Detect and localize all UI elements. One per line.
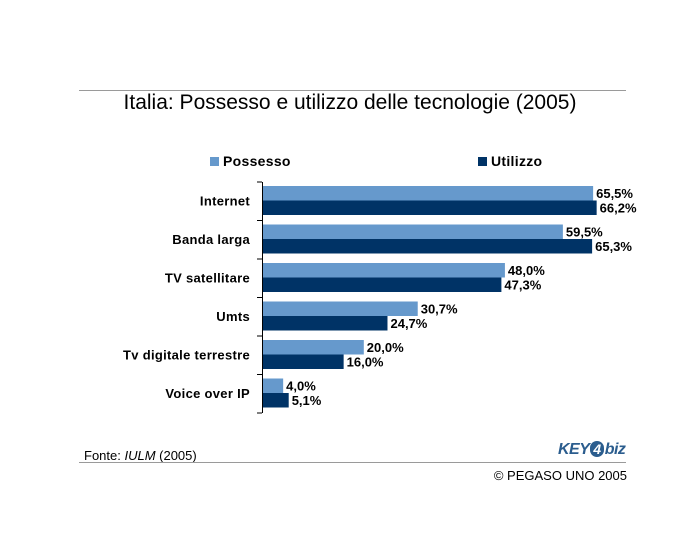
data-label: 4,0% (286, 379, 316, 394)
legend-label-possesso: Possesso (223, 153, 291, 169)
data-label: 20,0% (367, 340, 404, 355)
bar-possesso (263, 186, 594, 201)
legend-item-possesso: Possesso (210, 153, 291, 169)
legend-swatch-utilizzo (478, 156, 487, 166)
category-label: Voice over IP (165, 386, 250, 401)
key4biz-logo: KEY 4 biz (558, 441, 626, 458)
source-note: Fonte: IULM (2005) (84, 448, 197, 463)
copyright: © PEGASO UNO 2005 (493, 468, 627, 483)
bar-possesso (263, 340, 364, 355)
category-label: Umts (216, 309, 250, 324)
bar-utilizzo (263, 393, 289, 408)
data-label: 65,3% (595, 239, 632, 254)
bar-possesso (263, 224, 563, 239)
data-label: 59,5% (566, 225, 603, 240)
data-label: 30,7% (421, 302, 458, 317)
category-label: Internet (200, 194, 250, 209)
data-label: 5,1% (292, 393, 322, 408)
source-year: (2005) (155, 448, 197, 463)
bar-possesso (263, 263, 505, 278)
bar-utilizzo (263, 316, 388, 331)
bar-possesso (263, 378, 284, 393)
bar-utilizzo (263, 239, 593, 254)
bottom-rule (79, 462, 626, 463)
source-prefix: Fonte: (84, 448, 125, 463)
data-label: 65,5% (596, 186, 633, 201)
data-label: 48,0% (508, 263, 545, 278)
category-label: Banda larga (172, 232, 250, 247)
chart-title: Italia: Possesso e utilizzo delle tecnol… (123, 91, 577, 114)
data-label: 47,3% (504, 278, 541, 293)
data-label: 66,2% (600, 201, 637, 216)
top-rule (79, 90, 626, 91)
bar-utilizzo (263, 277, 502, 292)
legend-item-utilizzo: Utilizzo (478, 153, 542, 169)
legend-swatch-possesso (210, 156, 219, 166)
data-label: 16,0% (347, 355, 384, 370)
data-label: 24,7% (390, 316, 427, 331)
category-label: TV satellitare (165, 271, 250, 286)
legend-label-utilizzo: Utilizzo (491, 153, 543, 169)
bar-possesso (263, 301, 418, 316)
source-name: IULM (124, 448, 156, 463)
category-label: Tv digitale terrestre (123, 348, 250, 363)
bar-utilizzo (263, 354, 344, 369)
bar-utilizzo (263, 200, 597, 215)
